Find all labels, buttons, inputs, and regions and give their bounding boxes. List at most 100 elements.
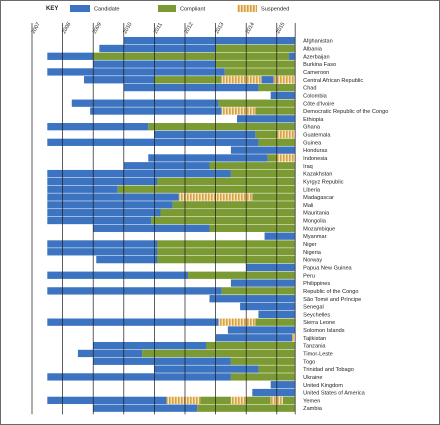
bar-albania-candidate [99, 44, 216, 53]
row-nigeria [47, 248, 296, 256]
country-label-mauritania: Mauritania [303, 211, 330, 217]
legend-label-candidate: Candidate [94, 7, 120, 13]
x-tick-label-2008: 2008 [61, 22, 72, 35]
bar-indonesia-suspended [276, 154, 296, 162]
row-ukraine [47, 373, 296, 381]
bar-democratic-republic-of-the-congo-compliant [255, 107, 296, 115]
bar-yemen-suspended [230, 396, 247, 405]
x-tick-label-2014: 2014 [245, 22, 256, 35]
bar-zambia-candidate [93, 404, 198, 412]
country-label-guatemala: Guatemala [303, 133, 331, 139]
bar-mozambique-compliant [209, 224, 296, 232]
bar-sierra-leone-compliant [255, 318, 296, 326]
country-label-liberia: Liberia [303, 187, 321, 193]
bar-ukraine-candidate [47, 373, 231, 381]
row-liberia [47, 185, 296, 193]
bar-iraq-compliant [209, 162, 296, 170]
row-peru [47, 271, 296, 279]
row-kazakhstan [47, 169, 296, 178]
bar-colombia-candidate [270, 91, 296, 100]
bar-liberia-candidate [47, 185, 118, 193]
country-label-albania: Albania [303, 47, 323, 53]
row-afghanistan [123, 37, 296, 45]
row-solomon-islands [227, 326, 296, 334]
bar-guinea-candidate [47, 138, 259, 146]
row-mozambique [93, 224, 296, 232]
bar-yemen-suspended [166, 396, 201, 405]
country-label-kyrgyz-republic: Kyrgyz Republic [303, 179, 344, 185]
row-chad [123, 83, 296, 92]
country-label-colombia: Colombia [303, 93, 328, 99]
bar-trinidad-and-tobago-candidate [154, 365, 259, 373]
country-label-senegal: Senegal [303, 305, 324, 311]
country-label-nigeria: Nigeria [303, 250, 322, 256]
bar-iraq-candidate [123, 162, 210, 170]
bar-mauritania-compliant [160, 209, 296, 217]
row-togo [93, 357, 296, 365]
country-label-democratic-republic-of-the-congo: Democratic Republic of the Congo [303, 109, 388, 115]
country-label-afghanistan: Afghanistan [303, 39, 333, 45]
country-label-seychelles: Seychelles [303, 312, 330, 318]
bar-norway-candidate [96, 255, 158, 264]
bar-central-african-republic-candidate [261, 76, 274, 84]
country-label-central-african-republic: Central African Republic [303, 78, 363, 84]
row-united-kingdom [270, 381, 296, 389]
x-tick-label-2007: 2007 [31, 22, 42, 35]
country-label-honduras: Honduras [303, 148, 327, 154]
row-united-states-of-america [252, 388, 296, 397]
row-senegal [240, 302, 296, 311]
country-label-cameroon: Cameroon [303, 70, 329, 76]
row-azerbaijan [47, 52, 296, 60]
country-label-niger: Niger [303, 242, 317, 248]
bar-madagascar-candidate [47, 193, 179, 201]
row-sao-tome-and-principe [209, 295, 296, 303]
legend-label-compliant: Compliant [180, 7, 206, 13]
bar-mozambique-candidate [93, 224, 210, 232]
row-republic-of-the-congo [47, 287, 296, 295]
bar-guatemala-suspended [276, 130, 296, 139]
bar-togo-candidate [93, 357, 231, 365]
country-label-ghana: Ghana [303, 125, 321, 131]
country-label-guinea: Guinea [303, 140, 322, 146]
bar-central-african-republic-suspended [221, 76, 262, 84]
bar-togo-compliant [230, 357, 296, 365]
country-label-zambia: Zambia [303, 406, 323, 412]
row-timor-leste [77, 349, 296, 358]
legend-swatch-compliant [158, 5, 176, 12]
row-ethiopia [237, 115, 296, 123]
bar-ghana-candidate [47, 123, 149, 131]
bar-peru-compliant [188, 271, 296, 279]
country-label-timor-leste: Timor-Leste [303, 352, 333, 358]
country-label-trinidad-and-tobago: Trinidad and Tobago [303, 367, 354, 373]
country-label-myanmar: Myanmar [303, 234, 326, 240]
bar-nigeria-compliant [157, 248, 296, 256]
bar-azerbaijan-candidate [289, 52, 296, 60]
row-honduras [230, 146, 296, 154]
bar-republic-of-the-congo-compliant [221, 287, 296, 295]
country-label-papua-new-guinea: Papua New Guinea [303, 265, 352, 271]
year-dividers [31, 23, 296, 415]
bar-tajikistan-suspended [292, 334, 296, 342]
bar-timor-leste-candidate [77, 349, 143, 358]
country-label-chad: Chad [303, 86, 316, 92]
x-tick-label-2012: 2012 [184, 22, 195, 35]
row-yemen [47, 396, 296, 405]
country-label-togo: Togo [303, 359, 315, 365]
country-label-united-states-of-america: United States of America [303, 391, 365, 397]
bar-mauritania-candidate [47, 209, 161, 217]
bar-niger-candidate [47, 240, 158, 248]
bar-ukraine-compliant [230, 373, 296, 381]
country-label-ukraine: Ukraine [303, 375, 322, 381]
bar-cote-d-ivoire-candidate [71, 99, 219, 107]
bar-kyrgyz-republic-candidate [47, 177, 158, 186]
row-central-african-republic [84, 76, 296, 84]
country-label-azerbaijan: Azerbaijan [303, 54, 329, 60]
country-label-cote-d-ivoire: Côte d'Ivoire [303, 101, 334, 107]
bar-senegal-candidate [240, 302, 296, 311]
timeline-bars [47, 37, 296, 412]
country-label-kazakhstan: Kazakhstan [303, 172, 332, 178]
bar-albania-compliant [215, 44, 296, 53]
